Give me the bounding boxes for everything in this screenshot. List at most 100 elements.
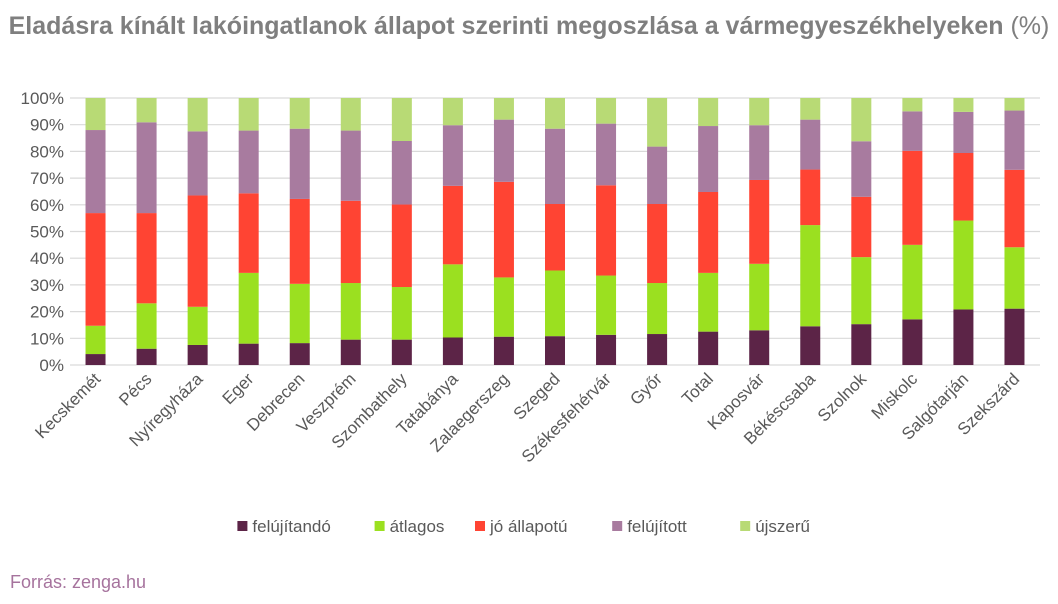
legend-label: jó állapotú [489, 517, 568, 536]
bar-segment [1004, 308, 1025, 365]
legend-label: átlagos [390, 517, 445, 536]
bar-segment [187, 195, 208, 307]
bar-segment [953, 98, 974, 112]
bar-segment [340, 130, 361, 201]
x-tick-label: Pécs [115, 369, 155, 409]
bar-segment [902, 98, 923, 112]
bar-segment [136, 213, 157, 304]
bar-segment [647, 98, 668, 147]
bar-segment [493, 277, 514, 337]
legend-swatch [612, 521, 623, 531]
chart-title-text: Eladásra kínált lakóingatlanok állapot s… [8, 12, 1004, 40]
y-tick-label: 30% [30, 276, 64, 295]
bar-segment [545, 270, 565, 337]
bar-segment [85, 213, 106, 326]
chart-title-unit: (%) [1010, 12, 1050, 40]
bar-segment [85, 130, 106, 214]
bar-segment [647, 334, 668, 365]
y-tick-label: 100% [21, 89, 64, 108]
bar-segment [391, 98, 412, 141]
y-tick-label: 40% [30, 249, 64, 268]
bar-segment [187, 306, 208, 345]
bar-segment [187, 98, 208, 132]
bar-segment [545, 128, 565, 204]
y-tick-label: 20% [30, 303, 64, 322]
bar-segment [442, 125, 463, 186]
bar-segment [238, 272, 259, 344]
x-tick-label: Eger [219, 369, 258, 408]
chart-title: Eladásra kínált lakóingatlanok állapot s… [0, 10, 1058, 42]
bar-segment [1004, 247, 1025, 309]
bar-segment [493, 336, 514, 365]
bar-segment [749, 125, 770, 180]
bar-segment [442, 264, 463, 338]
y-tick-label: 70% [30, 169, 64, 188]
legend-label: felújítandó [252, 517, 330, 536]
bar-segment [851, 98, 872, 142]
bar-segment [289, 128, 310, 199]
bar-segment [85, 354, 106, 365]
bar-segment [953, 153, 974, 221]
bar-segment [442, 337, 463, 365]
bar-segment [391, 339, 412, 365]
bar-segment [545, 203, 565, 271]
bar-segment [442, 185, 463, 265]
bar-segment [289, 283, 310, 344]
bar-segment [493, 119, 514, 182]
bar-segment [238, 98, 259, 131]
bar-segment [647, 283, 668, 335]
bar-segment [596, 275, 617, 335]
bar-segment [596, 334, 617, 365]
bar-segment [902, 111, 923, 151]
bar-segment [391, 204, 412, 288]
bar-segment [340, 200, 361, 284]
bar-segment [1004, 98, 1025, 111]
bar-segment [493, 181, 514, 278]
y-tick-label: 10% [30, 329, 64, 348]
bar-segment [800, 225, 821, 327]
bar-segment [545, 336, 565, 365]
x-tick-label: Győr [626, 369, 666, 409]
bar-segment [902, 319, 923, 365]
bar-segment [442, 98, 463, 126]
bar-segment [749, 330, 770, 365]
bar-segment [238, 193, 259, 273]
bar-segment [647, 146, 668, 204]
bar-segment [800, 169, 821, 226]
bar-segment [1004, 169, 1025, 248]
legend-swatch [475, 521, 485, 531]
y-tick-label: 90% [30, 116, 64, 135]
legend-swatch [237, 521, 248, 531]
y-tick-label: 80% [30, 142, 64, 161]
x-tick-label: Kecskemét [31, 369, 104, 442]
bar-segment [340, 339, 361, 365]
bar-segment [851, 324, 872, 365]
bar-segment [1004, 110, 1025, 170]
bar-segment [953, 111, 974, 154]
bar-segment [800, 98, 821, 120]
legend-label: felújított [627, 517, 687, 536]
bar-segment [800, 326, 821, 365]
bar-segment [136, 98, 157, 123]
bar-segment [187, 344, 208, 365]
bar-segment [289, 198, 310, 284]
bar-segment [187, 131, 208, 196]
bar-segment [647, 203, 668, 284]
bar-segment [698, 272, 719, 332]
bar-segment [545, 98, 565, 129]
y-tick-label: 60% [30, 196, 64, 215]
legend-label: újszerű [755, 517, 810, 536]
bar-segment [596, 185, 617, 276]
bar-segment [596, 98, 617, 124]
bar-segment [85, 98, 106, 131]
bar-segment [596, 123, 617, 186]
bar-segment [289, 343, 310, 365]
bar-segment [85, 325, 106, 355]
source-note: Forrás: zenga.hu [10, 572, 147, 592]
y-tick-label: 50% [30, 223, 64, 242]
bar-segment [493, 98, 514, 120]
bar-segment [391, 287, 412, 340]
bar-segment [749, 263, 770, 331]
legend-swatch [374, 521, 385, 531]
bar-segment [698, 331, 719, 365]
